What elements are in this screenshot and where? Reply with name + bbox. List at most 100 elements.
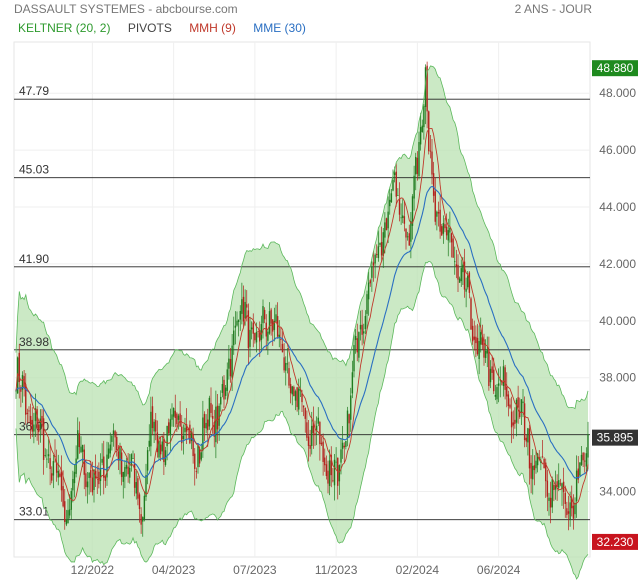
candle-body: [130, 454, 133, 467]
candle-body: [457, 264, 459, 280]
candle-body: [138, 494, 141, 509]
y-tick-label: 48.000: [599, 86, 636, 100]
candle-body: [124, 466, 126, 477]
candle-body: [109, 444, 111, 454]
candle-body: [333, 459, 336, 486]
candle-body: [81, 444, 84, 452]
candle-body: [166, 425, 168, 447]
candle-body: [47, 454, 50, 457]
candle-body: [462, 264, 464, 273]
candle-body: [380, 242, 383, 256]
candle-body: [31, 419, 33, 432]
candle-body: [73, 471, 76, 484]
candle-body: [436, 211, 438, 217]
candle-body: [25, 384, 27, 415]
candle-body: [416, 157, 419, 174]
keltner-band: [16, 66, 588, 579]
candle-body: [341, 442, 344, 449]
candle-body: [564, 492, 566, 505]
candle-body: [168, 422, 170, 434]
candle-body: [107, 448, 110, 459]
candle-body: [195, 470, 198, 472]
candle-body: [257, 330, 259, 332]
candle-body: [454, 261, 456, 263]
candle-body: [197, 445, 199, 468]
candle-body: [517, 397, 519, 408]
legend-mme[interactable]: MME (30): [253, 21, 306, 35]
candle-body: [361, 324, 363, 335]
candle-body: [132, 458, 134, 459]
candle-body: [309, 445, 311, 449]
candle-body: [319, 422, 321, 445]
candle-body: [572, 505, 575, 519]
candle-body: [520, 399, 523, 413]
candle-body: [242, 296, 245, 322]
y-tick-label: 34.000: [599, 485, 636, 499]
y-tick-label: 38.000: [599, 371, 636, 385]
pivot-label: 33.01: [19, 505, 49, 519]
chart-period[interactable]: 2 ANS - JOUR: [514, 2, 592, 16]
candle-body: [59, 473, 61, 477]
candle-body: [289, 384, 292, 394]
candle-body: [52, 461, 55, 476]
candle-body: [283, 357, 285, 371]
candle-body: [218, 405, 220, 426]
candle-body: [150, 411, 152, 447]
pivot-label: 47.79: [19, 84, 49, 98]
candle-body: [561, 483, 563, 490]
price-tag-label: 48.880: [597, 61, 634, 75]
candle-body: [393, 172, 396, 176]
candle-body: [275, 314, 277, 323]
keltner-lower-line: [15, 260, 589, 580]
candle-body: [314, 433, 316, 435]
candle-body: [112, 430, 115, 435]
x-tick-label: 02/2024: [396, 563, 440, 577]
candle-body: [527, 428, 529, 443]
legend-mmh[interactable]: MMH (9): [189, 21, 236, 35]
candle-body: [278, 334, 280, 338]
candle-body: [194, 453, 196, 469]
candle-body: [68, 509, 71, 516]
candle-body: [408, 233, 410, 246]
candle-body: [306, 422, 308, 438]
candle-body: [190, 431, 193, 442]
candle-body: [441, 226, 443, 236]
candle-body: [502, 366, 505, 387]
candle-body: [395, 171, 397, 197]
pivot-label: 41.90: [19, 252, 49, 266]
candle-body: [159, 444, 162, 455]
candle-body: [250, 327, 253, 330]
candle-body: [366, 294, 368, 314]
legend-keltner[interactable]: KELTNER (20, 2): [18, 21, 111, 35]
candle-body: [484, 350, 487, 358]
candle-body: [483, 339, 485, 358]
candle-body: [241, 299, 243, 314]
candle-body: [237, 319, 240, 323]
candle-body: [293, 386, 295, 397]
candle-body: [36, 409, 38, 429]
candle-body: [332, 480, 334, 482]
candle-body: [410, 221, 412, 242]
candle-body: [80, 446, 82, 453]
candle-body: [358, 332, 360, 358]
y-tick-label: 44.000: [599, 200, 636, 214]
candle-body: [374, 254, 376, 264]
candle-body: [421, 125, 423, 132]
candle-body: [390, 193, 393, 202]
y-tick-label: 46.000: [599, 143, 636, 157]
candle-body: [216, 405, 219, 430]
legend-pivots[interactable]: PIVOTS: [127, 21, 172, 35]
candle-body: [20, 387, 22, 392]
candle-body: [133, 463, 136, 488]
candle-body: [198, 448, 201, 464]
candle-body: [75, 458, 77, 474]
candle-body: [224, 387, 227, 396]
candle-body: [432, 173, 435, 196]
candle-body: [88, 472, 90, 479]
candle-body: [467, 275, 469, 288]
candle-body: [176, 413, 178, 425]
candle-body: [42, 418, 45, 460]
candle-body: [338, 465, 341, 482]
candle-body: [171, 414, 173, 420]
